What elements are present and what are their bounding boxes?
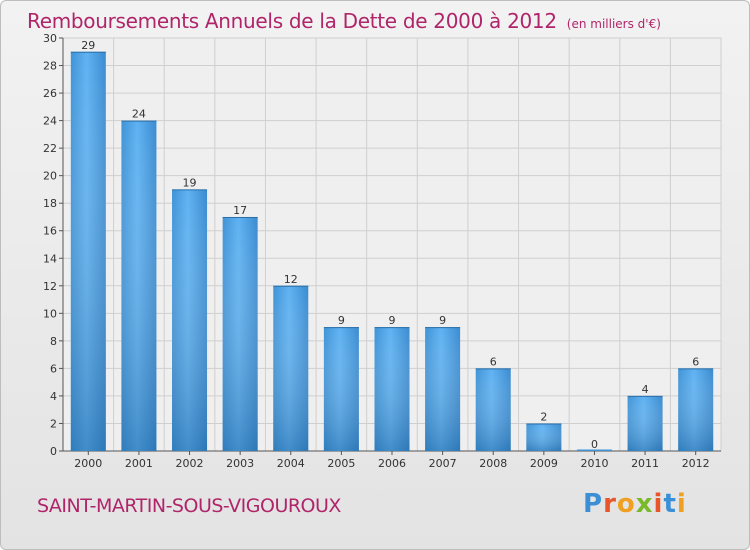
y-tick-label: 20 <box>43 170 57 183</box>
bars <box>70 51 714 452</box>
logo-letter: i <box>653 489 664 519</box>
logo-letter: t <box>663 489 677 519</box>
logo-letter: i <box>676 489 687 519</box>
y-tick-label: 22 <box>43 142 57 155</box>
x-tick-label: 2008 <box>479 457 507 470</box>
y-tick-label: 16 <box>43 225 57 238</box>
bar <box>576 449 612 451</box>
commune-name: SAINT-MARTIN-SOUS-VIGOUROUX <box>37 495 341 517</box>
y-tick-label: 2 <box>50 417 57 430</box>
bar-shade <box>475 368 511 451</box>
x-tick-label: 2005 <box>327 457 355 470</box>
y-tick-label: 26 <box>43 87 57 100</box>
data-label: 29 <box>81 39 95 52</box>
x-tick-label: 2012 <box>682 457 710 470</box>
x-tick-label: 2004 <box>277 457 305 470</box>
bar-shade <box>374 327 410 451</box>
y-tick-label: 10 <box>43 307 57 320</box>
x-tick-label: 2000 <box>74 457 102 470</box>
bar-shade <box>323 327 359 451</box>
chart-title-text: Remboursements Annuels de la Dette de 20… <box>27 9 557 33</box>
chart-subtitle: (en milliers d'€) <box>566 17 661 31</box>
bar-shade <box>172 189 208 451</box>
bar-shade <box>273 285 309 451</box>
y-tick-label: 12 <box>43 280 57 293</box>
y-tick-label: 28 <box>43 60 57 73</box>
data-label: 2 <box>540 410 547 423</box>
y-tick-label: 0 <box>50 445 57 458</box>
x-tick-label: 2009 <box>530 457 558 470</box>
logo-letter: o <box>616 489 636 519</box>
bar-shade <box>425 327 461 451</box>
data-label: 4 <box>642 383 649 396</box>
data-label: 6 <box>692 355 699 368</box>
bar-shade <box>627 395 663 451</box>
logo-letter: x <box>635 489 654 519</box>
y-tick-label: 4 <box>50 390 57 403</box>
logo-letter: P <box>583 489 604 519</box>
data-label: 6 <box>490 355 497 368</box>
x-tick-label: 2002 <box>176 457 204 470</box>
x-tick-label: 2011 <box>631 457 659 470</box>
x-tick-label: 2003 <box>226 457 254 470</box>
y-tick-label: 8 <box>50 335 57 348</box>
chart-title: Remboursements Annuels de la Dette de 20… <box>27 9 661 33</box>
data-label: 9 <box>389 314 396 327</box>
data-label: 17 <box>233 204 247 217</box>
data-label: 0 <box>591 438 598 451</box>
x-tick-label: 2001 <box>125 457 153 470</box>
y-tick-label: 6 <box>50 362 57 375</box>
data-label: 9 <box>439 314 446 327</box>
bar-shade <box>222 216 258 451</box>
data-label: 19 <box>183 176 197 189</box>
x-tick-label: 2010 <box>580 457 608 470</box>
data-label: 24 <box>132 108 146 121</box>
data-label: 12 <box>284 273 298 286</box>
bar-shade <box>526 423 562 451</box>
bar-shade <box>678 368 714 451</box>
x-tick-label: 2006 <box>378 457 406 470</box>
x-tick-label: 2007 <box>429 457 457 470</box>
labels: 0246810121416182022242628302920002420011… <box>43 32 710 470</box>
y-tick-label: 18 <box>43 197 57 210</box>
y-tick-label: 24 <box>43 115 57 128</box>
y-tick-label: 30 <box>43 32 57 45</box>
logo-letter: r <box>603 489 617 519</box>
bar-shade <box>121 120 157 451</box>
proxiti-logo: Proxiti <box>583 489 687 519</box>
data-label: 9 <box>338 314 345 327</box>
y-tick-label: 14 <box>43 252 57 265</box>
bar-shade <box>70 51 106 452</box>
